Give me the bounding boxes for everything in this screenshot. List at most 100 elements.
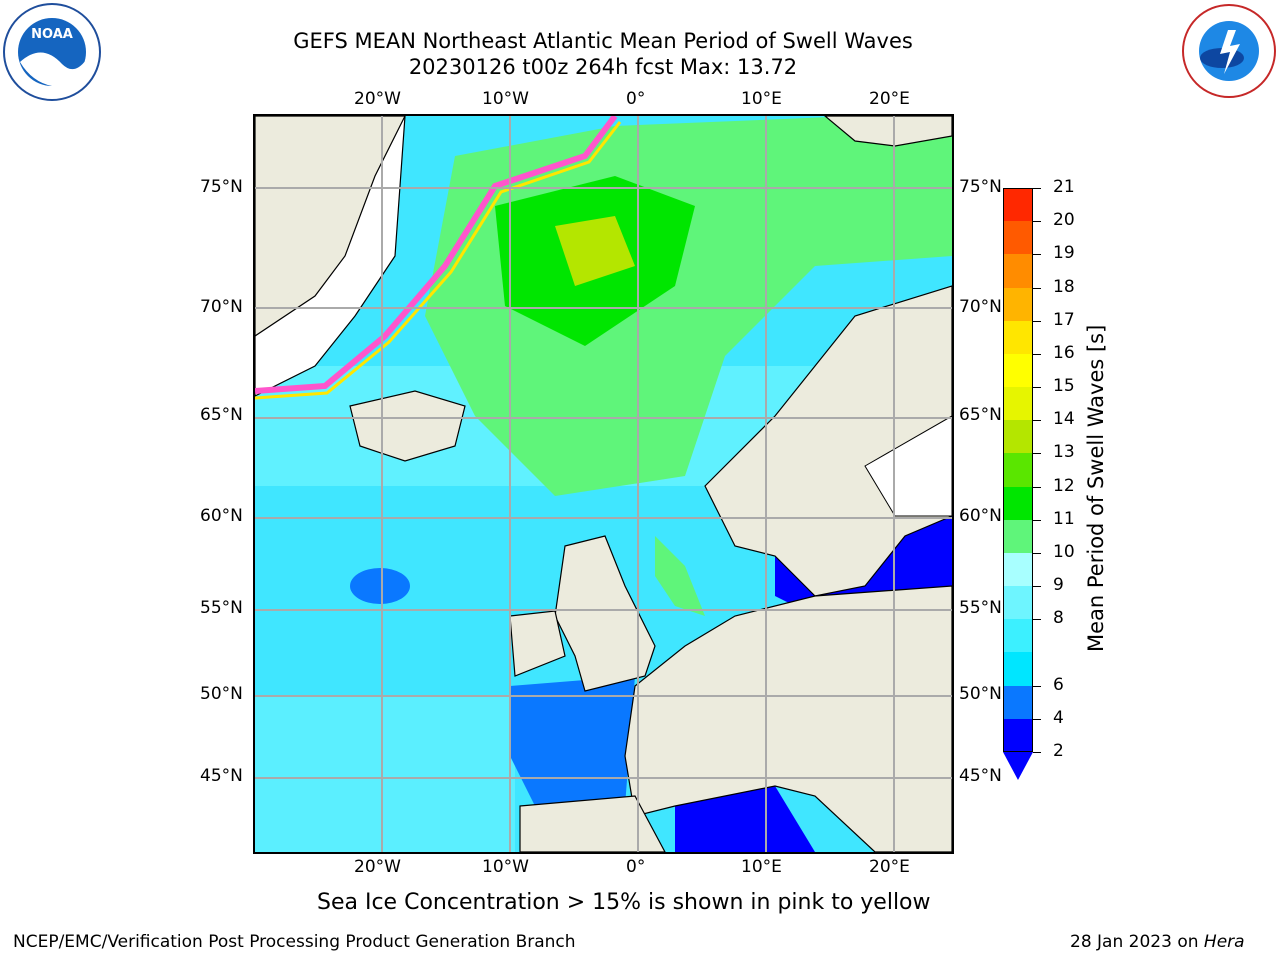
colorbar-tick-mark: [1033, 486, 1041, 488]
colorbar-tick-mark: [1033, 420, 1041, 422]
colorbar-label: Mean Period of Swell Waves [s]: [1084, 324, 1108, 652]
lat-label-right-45n: 45°N: [959, 766, 1002, 786]
nws-logo-icon: [1182, 4, 1276, 98]
colorbar-tick-mark: [1033, 685, 1041, 687]
lat-label-left-45n: 45°N: [200, 766, 243, 786]
colorbar-tick-label: 12: [1053, 475, 1075, 496]
colorbar-segment: [1003, 353, 1033, 388]
colorbar-tick-label: 16: [1053, 342, 1075, 363]
lat-label-left-70n: 70°N: [200, 297, 243, 317]
lon-label-bottom-10e: 10°E: [741, 857, 782, 877]
lat-label-right-70n: 70°N: [959, 297, 1002, 317]
footer-host: Hera: [1203, 932, 1245, 952]
colorbar-segment: [1003, 320, 1033, 355]
colorbar-tick-label: 18: [1053, 276, 1075, 297]
colorbar-tick-mark: [1033, 387, 1041, 389]
lon-label-bottom-10w: 10°W: [482, 857, 529, 877]
noaa-logo: NOAA: [2, 2, 102, 102]
colorbar-segment: [1003, 287, 1033, 322]
swell-low-midocean: [350, 568, 410, 604]
noaa-logo-icon: NOAA: [3, 3, 101, 101]
colorbar-tick-mark: [1033, 287, 1041, 289]
lat-label-left-55n: 55°N: [200, 598, 243, 618]
colorbar-segment: [1003, 387, 1033, 421]
footer-date-text: 28 Jan 2023 on: [1070, 932, 1204, 952]
swell-area-northsea: [655, 536, 705, 616]
chart-subtitle: 20230126 t00z 264h fcst Max: 13.72: [408, 55, 798, 79]
lon-label-top-10e: 10°E: [741, 89, 782, 109]
colorbar-tick-label: 6: [1053, 674, 1064, 695]
colorbar-tick-mark: [1033, 254, 1041, 256]
colorbar-segment: [1003, 453, 1033, 488]
colorbar-tick-label: 4: [1053, 707, 1064, 728]
map-svg: [255, 116, 952, 852]
colorbar-segment: [1003, 188, 1033, 222]
lat-label-right-65n: 65°N: [959, 405, 1002, 425]
colorbar-tick-mark: [1033, 221, 1041, 223]
svalbard: [824, 116, 952, 147]
iceland: [349, 390, 466, 462]
colorbar-tick-mark: [1033, 586, 1041, 588]
colorbar-tick-label: 19: [1053, 243, 1075, 264]
sea-ice-caption: Sea Ice Concentration > 15% is shown in …: [317, 890, 931, 915]
colorbar-tick-mark: [1033, 519, 1041, 521]
colorbar-tick-label: 21: [1053, 177, 1075, 197]
lon-label-bottom-20w: 20°W: [354, 857, 401, 877]
colorbar-extend-arrow: [1003, 752, 1033, 780]
noaa-logo-text: NOAA: [31, 27, 73, 42]
nws-logo: [1180, 2, 1278, 100]
iberia: [519, 795, 666, 852]
gulf-of-bothnia-ice: [864, 415, 952, 517]
colorbar-segment: [1003, 685, 1033, 720]
colorbar-tick-label: 14: [1053, 409, 1075, 430]
colorbar-segment: [1003, 254, 1033, 289]
colorbar: [1003, 188, 1033, 753]
lat-label-left-60n: 60°N: [200, 506, 243, 526]
colorbar-tick-label: 11: [1053, 508, 1075, 529]
colorbar-tick-label: 9: [1053, 575, 1064, 596]
colorbar-segment: [1003, 486, 1033, 521]
colorbar-segment: [1003, 652, 1033, 687]
map-panel: [253, 114, 954, 854]
swell-area-yellowgreen: [555, 216, 635, 286]
great-britain: [554, 535, 656, 692]
sea-ice-edge-yellow: [255, 121, 622, 400]
lon-label-top-20w: 20°W: [354, 89, 401, 109]
lon-label-bottom-20e: 20°E: [869, 857, 910, 877]
colorbar-tick-mark: [1033, 453, 1041, 455]
colorbar-tick-label: 17: [1053, 309, 1075, 330]
lat-label-left-50n: 50°N: [200, 684, 243, 704]
lat-label-left-65n: 65°N: [200, 405, 243, 425]
greenland-land: [255, 116, 406, 337]
lat-label-left-75n: 75°N: [200, 177, 243, 197]
graticule: [255, 116, 952, 852]
colorbar-segment: [1003, 619, 1033, 653]
colorbar-tick-mark: [1033, 619, 1041, 621]
colorbar-tick-mark: [1033, 552, 1041, 554]
colorbar-segment: [1003, 552, 1033, 587]
lat-label-right-75n: 75°N: [959, 177, 1002, 197]
colorbar-tick-mark: [1033, 718, 1041, 720]
swell-low-biscay: [510, 676, 635, 806]
colorbar-tick-label: 10: [1053, 541, 1075, 562]
footer-credit: NCEP/EMC/Verification Post Processing Pr…: [13, 932, 576, 952]
colorbar-segment: [1003, 420, 1033, 454]
ireland: [509, 610, 566, 677]
swell-low-med: [675, 786, 815, 852]
lat-label-right-60n: 60°N: [959, 506, 1002, 526]
colorbar-tick-label: 15: [1053, 376, 1075, 397]
colorbar-tick-mark: [1033, 320, 1041, 322]
colorbar-segment: [1003, 221, 1033, 255]
lon-label-top-10w: 10°W: [482, 89, 529, 109]
colorbar-tick-mark: [1033, 752, 1041, 753]
sea-ice-edge: [255, 116, 618, 394]
lat-label-right-50n: 50°N: [959, 684, 1002, 704]
lon-label-top-0: 0°: [626, 89, 646, 109]
colorbar-segment: [1003, 586, 1033, 620]
colorbar-tick-label: 20: [1053, 210, 1075, 231]
colorbar-tick-label: 8: [1053, 608, 1064, 629]
colorbar-tick-label: 2: [1053, 741, 1064, 761]
colorbar-segment: [1003, 718, 1033, 753]
lon-label-bottom-0: 0°: [626, 857, 646, 877]
lat-label-right-55n: 55°N: [959, 598, 1002, 618]
